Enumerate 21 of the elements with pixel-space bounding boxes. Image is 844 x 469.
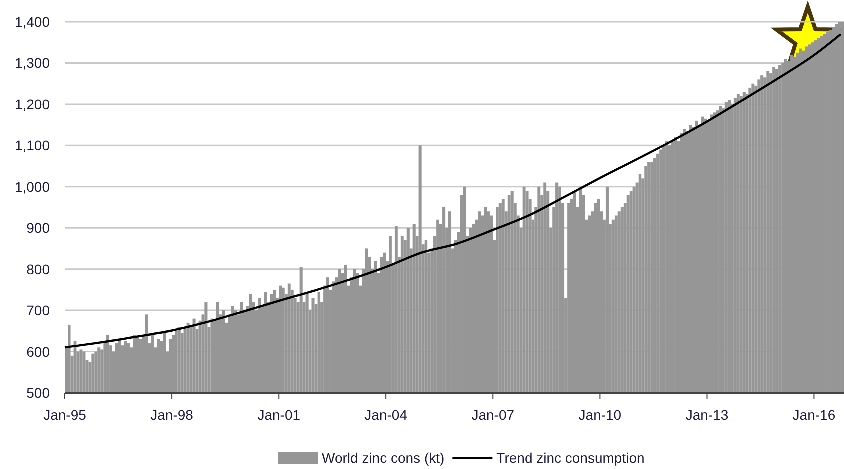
y-tick-label: 1,300 [14,55,50,72]
y-tick-label: 500 [26,385,50,401]
x-tick-label: Jan-98 [150,407,194,423]
y-tick-label: 1,200 [14,96,50,112]
x-tick-label: Jan-04 [364,407,408,423]
x-tick-label: Jan-07 [472,407,515,423]
y-tick-label: 1,100 [14,138,50,154]
line-series [64,33,842,349]
y-tick-label: 1,000 [14,178,50,195]
y-tick-label: 600 [26,344,50,360]
y-tick-label: 900 [26,220,50,236]
y-tick-label: 800 [26,261,50,278]
x-tick-label: Jan-10 [578,407,622,423]
x-tick-label: Jan-95 [44,407,87,423]
y-tick-label: 700 [26,302,50,319]
x-tick-label: Jan-01 [258,407,301,423]
y-tick-label: 1,400 [14,14,50,30]
x-tick-label: Jan-16 [792,407,836,423]
x-tick-label: Jan-13 [686,407,729,423]
legend-label: Trend zinc consumption [496,450,645,466]
legend-label: World zinc cons (kt) [322,450,445,466]
